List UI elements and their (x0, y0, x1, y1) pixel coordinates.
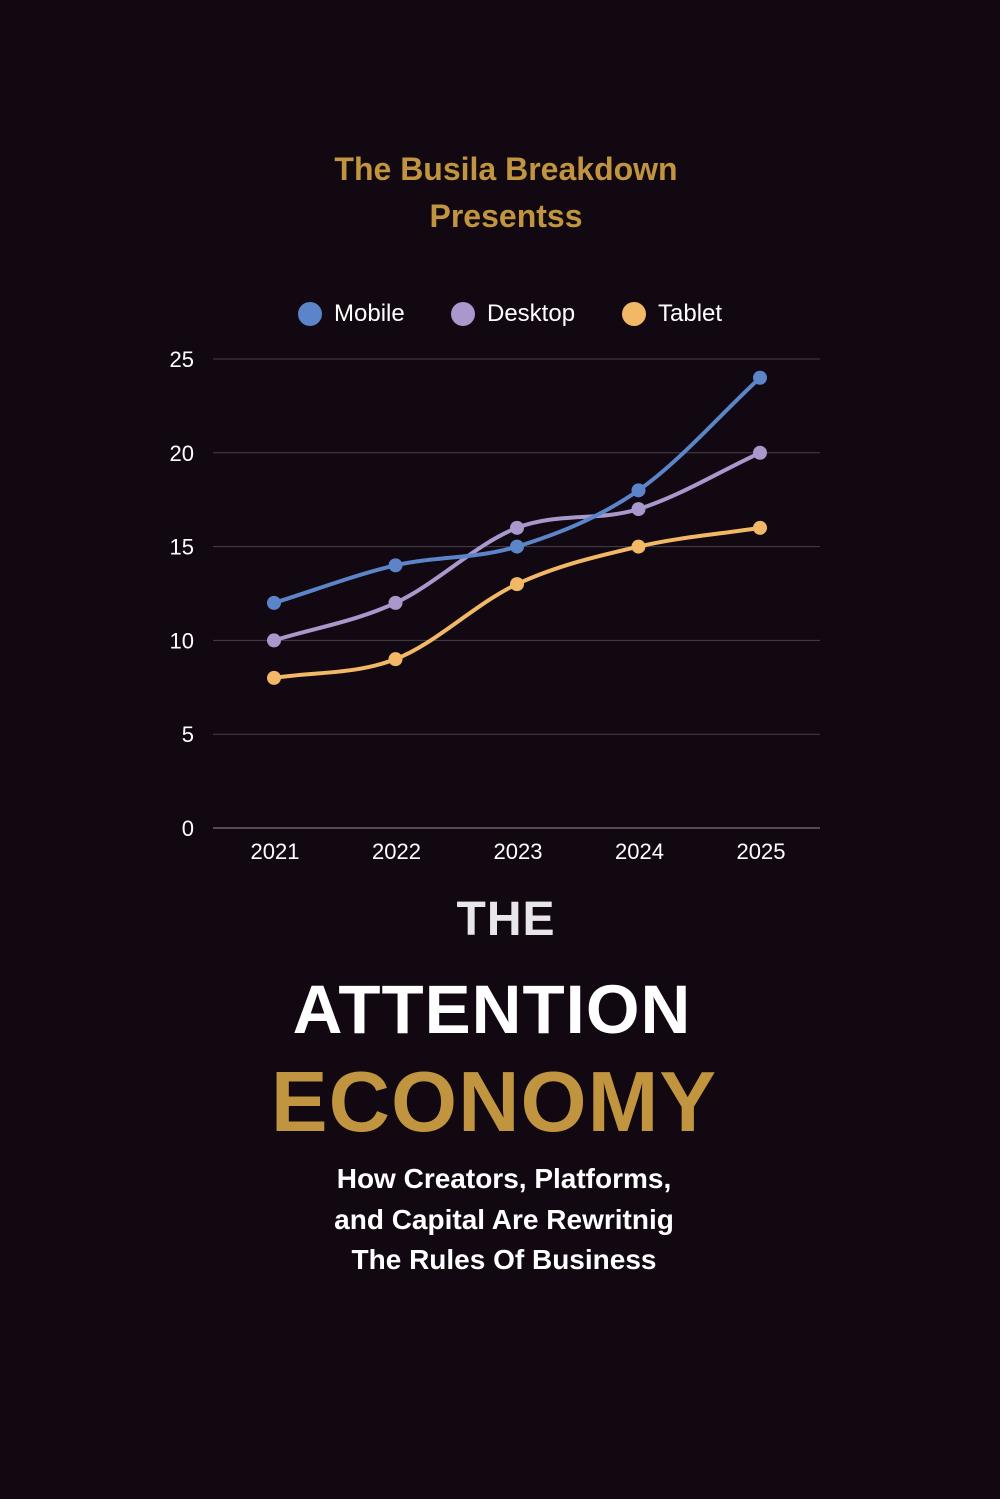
x-tick-label: 2025 (737, 839, 786, 864)
y-tick-label: 25 (170, 347, 194, 372)
legend-dot-tablet (622, 302, 646, 326)
subtitle-line-1: How Creators, Platforms, (336, 1163, 672, 1194)
data-point-desktop (510, 520, 524, 535)
legend-label-desktop: Desktop (487, 300, 576, 327)
y-tick-label: 20 (170, 441, 194, 466)
data-point-tablet (753, 520, 767, 535)
legend-label-tablet: Tablet (658, 300, 723, 327)
y-tick-label: 5 (182, 722, 194, 747)
presenter-line-2: Presentss (429, 198, 583, 234)
title-the: THE (456, 893, 556, 946)
title-economy: ECONOMY (270, 1055, 718, 1150)
legend-label-mobile: Mobile (334, 300, 405, 327)
x-tick-label: 2024 (615, 839, 664, 864)
subtitle-line-2: and Capital Are Rewritnig (334, 1204, 674, 1235)
data-point-tablet (267, 670, 281, 685)
legend-item-tablet: Tablet (622, 296, 722, 332)
data-point-tablet (388, 652, 403, 667)
data-point-desktop (388, 595, 403, 610)
legend-dot-mobile (298, 302, 322, 326)
data-point-desktop (753, 445, 767, 460)
data-point-mobile (753, 370, 767, 385)
x-tick-label: 2021 (251, 839, 300, 864)
legend-item-desktop: Desktop (451, 296, 575, 332)
legend-item-mobile: Mobile (298, 296, 405, 332)
title-attention: ATTENTION (292, 971, 692, 1048)
data-point-mobile (267, 595, 281, 610)
x-tick-label: 2023 (494, 839, 543, 864)
legend-dot-desktop (451, 302, 475, 326)
presenter-line-1: The Busila Breakdown (334, 151, 678, 187)
data-point-mobile (510, 539, 524, 554)
y-tick-label: 0 (182, 816, 194, 841)
data-point-desktop (267, 633, 281, 648)
data-point-mobile (388, 558, 403, 573)
data-point-mobile (631, 483, 646, 498)
data-point-tablet (631, 539, 646, 554)
x-tick-label: 2022 (372, 839, 421, 864)
subtitle-line-3: The Rules Of Business (351, 1244, 657, 1275)
data-point-tablet (510, 577, 524, 592)
y-tick-label: 15 (170, 535, 194, 560)
chart-legend: Mobile Desktop Tablet (0, 296, 1000, 332)
y-tick-label: 10 (170, 628, 194, 653)
data-point-desktop (631, 502, 646, 517)
